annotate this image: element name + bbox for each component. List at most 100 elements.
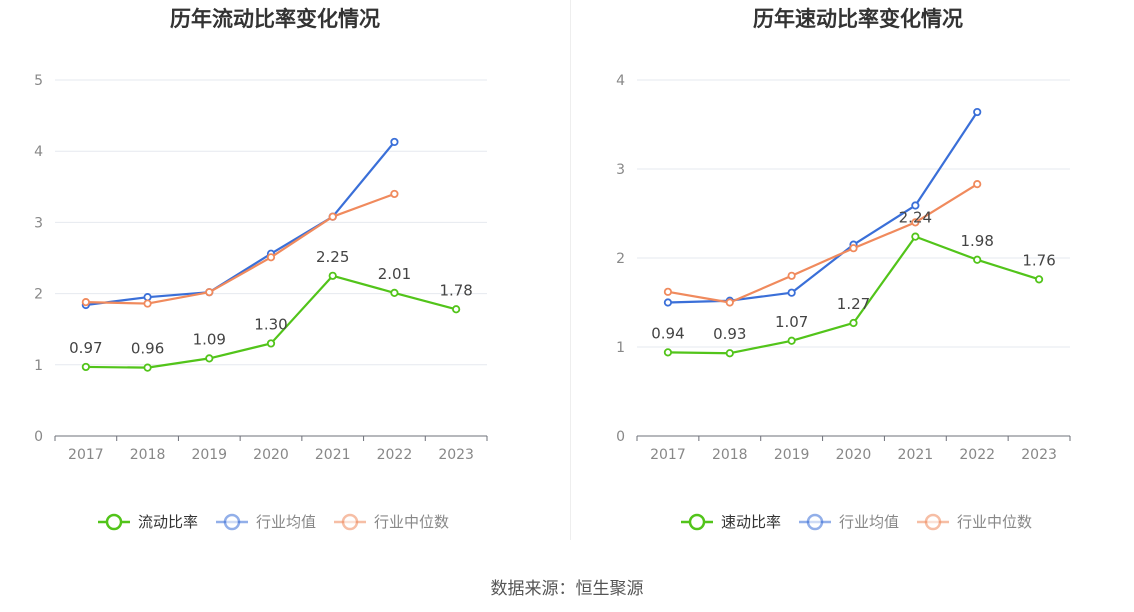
data-label: 0.96 — [131, 340, 164, 358]
data-point — [973, 180, 982, 189]
data-point — [849, 318, 858, 328]
x-tick-label: 2022 — [377, 447, 413, 463]
legend-marker-icon — [105, 513, 123, 531]
legend-label: 行业均值 — [256, 513, 316, 531]
data-label: 0.97 — [69, 339, 102, 357]
data-point — [328, 212, 337, 221]
legend-label: 行业中位数 — [957, 513, 1032, 531]
data-point — [328, 271, 337, 280]
y-tick-label: 1 — [616, 340, 625, 356]
legend-marker-icon — [806, 513, 824, 531]
y-tick-label: 1 — [34, 358, 43, 374]
data-source-label: 数据来源：恒生聚源 — [490, 579, 644, 599]
y-tick-label: 3 — [616, 162, 625, 178]
data-point — [143, 363, 152, 372]
x-tick-label: 2018 — [130, 447, 166, 463]
legend-item-2: 行业均值 — [216, 513, 316, 531]
data-label: 0.94 — [651, 324, 684, 342]
chart-2: 历年速动比率变化情况 0 1 2 3 4 2017 2018 2019 2020 2021 2022 2… — [616, 7, 1071, 531]
legend-marker-icon — [688, 513, 706, 531]
y-tick-label: 5 — [34, 73, 43, 89]
legend-item-1: 速动比率 — [681, 513, 781, 531]
data-label: 1.78 — [439, 281, 472, 299]
data-point — [911, 218, 920, 227]
legend-item-3: 行业中位数 — [917, 513, 1032, 531]
data-point — [663, 298, 673, 307]
data-point — [390, 288, 399, 297]
data-label: 2.01 — [378, 265, 411, 283]
data-label: 0.93 — [713, 325, 746, 343]
data-point — [787, 271, 796, 280]
data-point — [787, 336, 796, 345]
data-point — [143, 299, 152, 308]
series-line-3 — [667, 183, 978, 304]
data-point — [266, 339, 276, 348]
y-tick-label: 4 — [34, 144, 43, 160]
series-line-2 — [85, 141, 396, 307]
data-point — [787, 288, 796, 297]
data-label: 1.98 — [961, 232, 994, 250]
data-point — [205, 354, 214, 363]
series-line-2 — [667, 111, 979, 304]
data-label: 1.30 — [254, 315, 287, 333]
data-point — [973, 107, 982, 117]
legend-label: 行业中位数 — [374, 513, 449, 531]
data-point — [390, 137, 399, 147]
legend-item-2: 行业均值 — [799, 513, 899, 531]
x-tick-label: 2020 — [253, 447, 289, 463]
data-point — [849, 244, 858, 253]
data-label: 2.24 — [899, 209, 932, 227]
data-point — [81, 298, 90, 307]
data-point — [725, 298, 734, 307]
series-line-3 — [85, 192, 395, 305]
x-tick-label: 2022 — [959, 447, 995, 463]
data-label: 1.09 — [193, 330, 226, 348]
chart-title: 历年流动比率变化情况 — [170, 7, 380, 31]
legend-marker-icon — [223, 513, 241, 531]
data-point — [663, 348, 673, 357]
x-tick-label: 2020 — [836, 447, 872, 463]
legend-marker-icon — [341, 513, 359, 531]
x-tick-label: 2017 — [68, 447, 104, 463]
data-point — [725, 349, 734, 358]
y-tick-label: 0 — [34, 429, 43, 445]
y-tick-label: 3 — [34, 215, 43, 231]
data-point — [663, 287, 673, 296]
legend-label: 行业均值 — [839, 513, 899, 531]
y-tick-label: 2 — [616, 251, 625, 267]
x-tick-label: 2021 — [315, 447, 351, 463]
y-tick-label: 2 — [34, 287, 43, 303]
legend-label: 流动比率 — [138, 513, 198, 531]
data-point — [911, 232, 920, 241]
data-point — [1034, 275, 1044, 284]
data-point — [390, 189, 399, 199]
chart-title: 历年速动比率变化情况 — [753, 7, 963, 31]
x-tick-label: 2018 — [712, 447, 748, 463]
data-label: 2.25 — [316, 248, 349, 266]
data-point — [205, 288, 214, 297]
x-tick-label: 2019 — [774, 447, 810, 463]
data-label: 1.27 — [837, 295, 870, 313]
x-tick-label: 2019 — [191, 447, 227, 463]
legend-label: 速动比率 — [721, 513, 781, 531]
data-point — [911, 201, 920, 210]
data-point — [81, 362, 90, 372]
data-point — [143, 293, 152, 302]
x-tick-label: 2023 — [1021, 447, 1057, 463]
x-tick-label: 2017 — [650, 447, 686, 463]
legend-item-3: 行业中位数 — [334, 513, 449, 531]
data-point — [452, 305, 461, 314]
y-tick-label: 0 — [616, 429, 625, 445]
data-point — [973, 255, 982, 264]
y-tick-label: 4 — [616, 73, 625, 89]
data-point — [266, 253, 276, 262]
chart-1: 历年流动比率变化情况 0 1 2 3 4 5 2017 2018 2019 2020 2021 2022… — [34, 7, 488, 531]
legend-marker-icon — [924, 513, 942, 531]
data-label: 1.76 — [1022, 251, 1055, 269]
chart-divider — [570, 0, 571, 540]
x-tick-label: 2021 — [898, 447, 934, 463]
x-tick-label: 2023 — [438, 447, 474, 463]
legend-item-1: 流动比率 — [98, 513, 198, 531]
data-label: 1.07 — [775, 313, 808, 331]
